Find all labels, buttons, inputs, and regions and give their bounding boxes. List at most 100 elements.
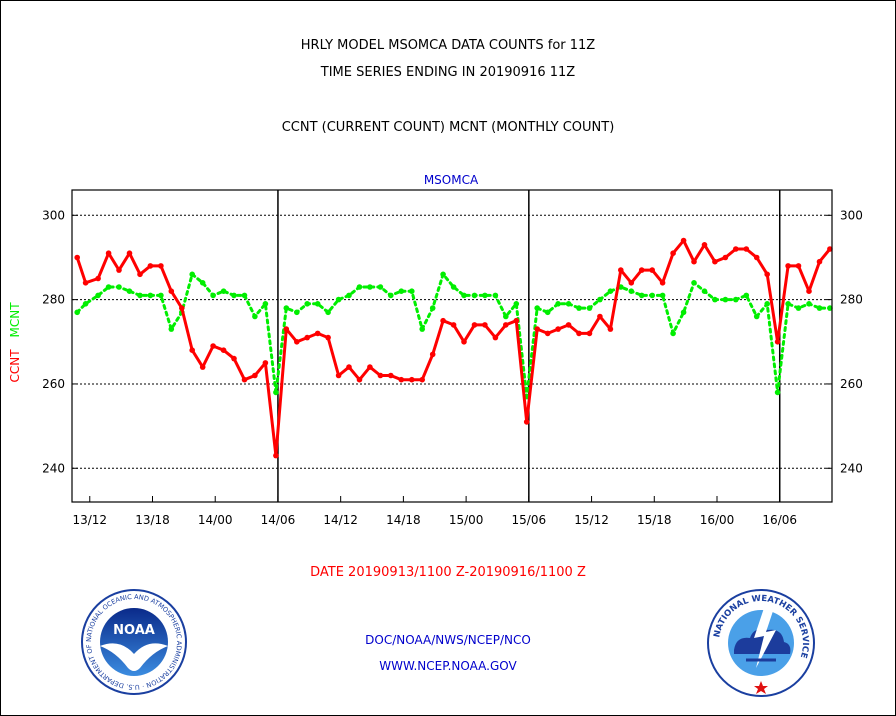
data-point-ccnt: [638, 267, 645, 273]
x-tick-label: 15/12: [574, 513, 609, 527]
data-point-mcnt: [147, 292, 154, 299]
data-point-mcnt: [314, 301, 321, 307]
data-point-mcnt: [304, 301, 311, 307]
data-point-ccnt: [461, 339, 467, 345]
chart-subtitle: CCNT (CURRENT COUNT) MCNT (MONTHLY COUNT…: [281, 120, 615, 135]
y-label-ccnt: CCNT: [8, 349, 22, 383]
data-point-mcnt: [294, 309, 300, 316]
data-point-ccnt: [576, 330, 582, 337]
data-point-ccnt: [273, 452, 279, 459]
data-point-ccnt: [618, 267, 624, 273]
data-point-ccnt: [544, 330, 551, 337]
data-point-mcnt: [220, 288, 227, 295]
data-point-mcnt: [482, 292, 488, 299]
data-point-mcnt: [82, 301, 89, 307]
data-point-mcnt: [649, 292, 655, 299]
data-point-mcnt: [806, 301, 812, 307]
data-point-ccnt: [74, 254, 80, 261]
data-point-mcnt: [753, 313, 760, 320]
y-tick-label-right: 260: [840, 377, 863, 391]
data-point-ccnt: [346, 364, 352, 370]
data-point-ccnt: [325, 334, 331, 341]
series-layer: [74, 237, 833, 459]
data-point-ccnt: [82, 280, 89, 286]
data-point-mcnt: [325, 309, 331, 316]
data-point-ccnt: [701, 242, 708, 248]
data-point-mcnt: [597, 296, 603, 303]
data-point-ccnt: [126, 250, 133, 256]
x-tick-label: 15/00: [449, 513, 484, 527]
x-tick-label: 14/18: [386, 513, 421, 527]
data-point-ccnt: [597, 313, 603, 320]
data-point-mcnt: [712, 296, 718, 303]
data-point-mcnt: [471, 292, 478, 299]
data-point-mcnt: [544, 309, 551, 316]
data-point-ccnt: [105, 250, 112, 256]
data-point-mcnt: [252, 313, 258, 320]
data-point-ccnt: [231, 355, 237, 362]
data-point-ccnt: [283, 326, 290, 332]
data-point-mcnt: [607, 288, 614, 295]
data-point-mcnt: [628, 288, 635, 295]
data-point-mcnt: [398, 288, 405, 295]
data-point-ccnt: [607, 326, 614, 332]
data-point-ccnt: [722, 254, 729, 261]
data-point-ccnt: [304, 334, 311, 341]
data-point-ccnt: [565, 322, 572, 328]
noaa-logo-text: NOAA: [113, 623, 155, 638]
data-point-ccnt: [388, 372, 394, 379]
data-point-ccnt: [314, 330, 321, 337]
data-point-ccnt: [429, 351, 436, 358]
data-point-mcnt: [680, 309, 687, 316]
data-point-mcnt: [576, 305, 582, 311]
data-point-ccnt: [409, 376, 415, 383]
data-point-mcnt: [419, 326, 426, 332]
data-point-mcnt: [377, 284, 384, 290]
data-point-mcnt: [95, 292, 101, 299]
data-point-ccnt: [680, 237, 687, 244]
data-point-mcnt: [158, 292, 164, 299]
series-line-mcnt: [75, 272, 832, 399]
data-point-mcnt: [210, 292, 216, 299]
data-point-ccnt: [252, 372, 258, 379]
data-point-mcnt: [273, 389, 279, 396]
x-tick-label: 15/18: [637, 513, 672, 527]
data-point-ccnt: [513, 317, 520, 324]
data-point-ccnt: [419, 376, 426, 383]
data-point-ccnt: [137, 271, 143, 278]
y-tick-label-left: 280: [42, 293, 65, 307]
y-tick-label-right: 240: [840, 461, 863, 475]
data-point-mcnt: [565, 301, 572, 307]
data-point-mcnt: [701, 288, 708, 295]
website-link[interactable]: WWW.NCEP.NOAA.GOV: [379, 659, 517, 673]
data-point-ccnt: [262, 360, 269, 366]
data-point-ccnt: [733, 246, 739, 252]
data-point-ccnt: [158, 263, 164, 269]
data-point-ccnt: [492, 334, 499, 341]
data-point-mcnt: [105, 284, 112, 290]
data-point-ccnt: [335, 372, 342, 379]
data-point-mcnt: [429, 305, 436, 311]
data-point-mcnt: [461, 292, 467, 299]
data-point-ccnt: [189, 347, 195, 354]
data-point-mcnt: [816, 305, 823, 311]
data-point-mcnt: [638, 292, 645, 299]
data-point-mcnt: [555, 301, 561, 307]
data-point-mcnt: [388, 292, 394, 299]
data-point-ccnt: [440, 317, 446, 324]
data-point-mcnt: [785, 301, 791, 307]
y-tick-label-right: 300: [840, 208, 863, 222]
data-point-mcnt: [335, 296, 342, 303]
data-point-ccnt: [753, 254, 760, 261]
data-point-ccnt: [743, 246, 750, 252]
data-point-ccnt: [586, 330, 593, 337]
data-point-mcnt: [722, 296, 729, 303]
x-tick-label: 13/12: [72, 513, 107, 527]
date-range-label: DATE 20190913/1100 Z-20190916/1100 Z: [310, 565, 586, 580]
axis-layer: 240 240 260 260 280 280 300 300 13/12 13/18 14/00 1…: [42, 189, 863, 527]
data-point-ccnt: [199, 364, 206, 370]
data-point-mcnt: [409, 288, 415, 295]
data-point-mcnt: [199, 280, 206, 286]
y-label-mcnt: MCNT: [8, 302, 22, 338]
data-point-ccnt: [471, 322, 478, 328]
